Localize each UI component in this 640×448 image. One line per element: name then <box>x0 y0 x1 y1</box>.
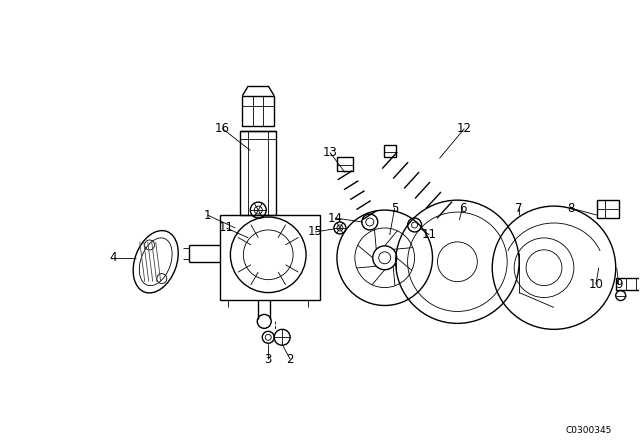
Text: 11: 11 <box>219 221 234 234</box>
Bar <box>384 146 396 157</box>
Text: 3: 3 <box>264 353 272 366</box>
Bar <box>616 278 640 289</box>
Text: 7: 7 <box>515 202 523 215</box>
Text: 4: 4 <box>109 251 116 264</box>
Text: 14: 14 <box>328 211 342 224</box>
Text: 12: 12 <box>457 122 472 135</box>
Text: 13: 13 <box>323 146 337 159</box>
Text: 5: 5 <box>391 202 398 215</box>
Text: 6: 6 <box>459 202 466 215</box>
Bar <box>596 200 619 218</box>
Bar <box>337 157 353 171</box>
Text: 8: 8 <box>567 202 575 215</box>
Text: 9: 9 <box>615 278 623 291</box>
Text: 16: 16 <box>215 122 230 135</box>
Text: C0300345: C0300345 <box>566 426 612 435</box>
Text: 10: 10 <box>588 278 604 291</box>
Text: 11: 11 <box>422 228 437 241</box>
Bar <box>220 215 320 300</box>
Bar <box>241 130 276 215</box>
Text: 2: 2 <box>286 353 294 366</box>
Text: 1: 1 <box>204 209 211 222</box>
Text: 15: 15 <box>308 225 323 238</box>
Bar <box>243 96 274 125</box>
